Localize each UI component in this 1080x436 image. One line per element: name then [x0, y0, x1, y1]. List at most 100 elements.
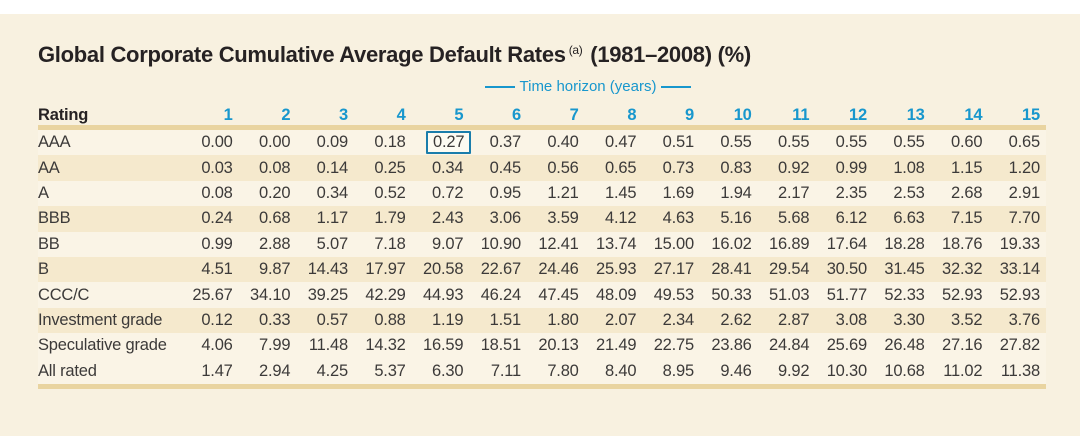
value-cell: 23.86 [711, 336, 752, 355]
value-cell: 1.80 [547, 310, 579, 329]
value-cell: 0.95 [489, 183, 522, 202]
value-cell: 7.15 [951, 209, 983, 228]
value-cell: 9.46 [720, 361, 752, 380]
value-cell: 4.63 [662, 209, 695, 228]
value-cell: 27.82 [999, 336, 1040, 355]
value-cell: 3.76 [1008, 310, 1041, 329]
value-cell: 0.57 [316, 310, 349, 329]
value-cell: 0.18 [374, 133, 406, 152]
value-cell: 21.49 [596, 336, 637, 355]
value-cell: 15.00 [653, 234, 694, 253]
value-cell: 25.67 [192, 285, 233, 304]
value-cell: 8.40 [605, 361, 637, 380]
year-column-header: 2 [281, 106, 291, 124]
value-cell: 2.53 [893, 183, 925, 202]
value-cell: 6.63 [893, 209, 925, 228]
highlighted-value: 0.27 [426, 131, 472, 155]
value-cell: 0.60 [951, 133, 983, 152]
rating-cell: BB [38, 234, 60, 253]
value-cell: 1.15 [951, 158, 983, 177]
year-column-header: 9 [685, 106, 694, 124]
value-cell: 7.70 [1008, 209, 1041, 228]
value-cell: 19.33 [999, 234, 1040, 253]
value-cell: 0.24 [201, 209, 233, 228]
table-exhibit-panel: Global Corporate Cumulative Average Defa… [0, 14, 1080, 436]
value-cell: 0.55 [778, 133, 810, 152]
value-cell: 0.88 [374, 310, 406, 329]
value-cell: 52.93 [942, 285, 983, 304]
value-cell: 10.30 [826, 361, 867, 380]
value-cell: 32.32 [942, 260, 983, 279]
value-cell: 27.17 [653, 260, 694, 279]
value-cell: 24.46 [538, 260, 579, 279]
value-cell: 30.50 [826, 260, 867, 279]
rating-cell: Investment grade [38, 310, 163, 329]
table-row-investment-grade: Investment grade 0.12 0.33 0.57 0.88 1.19 1.51… [38, 307, 1046, 334]
value-cell: 1.17 [316, 209, 349, 228]
value-cell: 0.68 [259, 209, 291, 228]
year-column-header: 3 [339, 106, 348, 124]
value-cell: 0.09 [316, 133, 349, 152]
value-cell: 0.55 [835, 133, 868, 152]
value-cell: 52.33 [884, 285, 925, 304]
year-column-header: 7 [569, 106, 579, 124]
value-cell: 0.37 [489, 133, 522, 152]
value-cell: 25.69 [826, 336, 867, 355]
table-row-all-rated: All rated 1.47 2.94 4.25 5.37 6.30 7.11 7.80 8.4… [38, 358, 1046, 384]
value-cell: 42.29 [365, 285, 406, 304]
year-column-header: 6 [512, 106, 521, 124]
value-cell: 2.91 [1008, 183, 1041, 202]
value-cell: 11.38 [1000, 361, 1040, 380]
table-header-row: Rating 1 2 3 4 5 6 7 8 9 10 11 12 13 14 15 [38, 102, 1046, 125]
value-cell: 27.16 [942, 336, 983, 355]
value-cell: 1.08 [893, 158, 925, 177]
rating-cell: AAA [38, 133, 71, 152]
table-row-aa: AA 0.03 0.08 0.14 0.25 0.34 0.45 0.56 0.65 0.73 0.… [38, 155, 1046, 181]
value-cell: 0.03 [201, 158, 233, 177]
footnote-marker: (a) [568, 42, 583, 57]
value-cell: 6.12 [835, 209, 868, 228]
rating-cell: AA [38, 158, 60, 177]
value-cell: 17.64 [826, 234, 867, 253]
value-cell: 0.12 [201, 310, 233, 329]
value-cell: 0.56 [547, 158, 579, 177]
table-row-ccc-c: CCC/C 25.67 34.10 39.25 42.29 44.93 46.24 47.45… [38, 282, 1046, 308]
value-cell: 0.99 [835, 158, 868, 177]
year-column-header: 4 [396, 106, 406, 124]
value-cell: 16.89 [769, 234, 810, 253]
value-cell: 9.07 [432, 234, 464, 253]
value-cell: 10.68 [884, 361, 925, 380]
value-cell: 1.94 [720, 183, 752, 202]
value-cell: 4.06 [201, 336, 233, 355]
value-cell: 4.51 [201, 260, 233, 279]
value-cell: 8.95 [662, 361, 695, 380]
value-cell: 3.30 [893, 310, 925, 329]
value-cell: 18.51 [480, 336, 521, 355]
value-cell: 6.30 [432, 361, 464, 380]
year-column-header: 8 [627, 106, 637, 124]
default-rates-table: Rating 1 2 3 4 5 6 7 8 9 10 11 12 13 14 15 AAA 0.00 0.00 0… [38, 102, 1046, 389]
value-cell: 2.62 [720, 310, 752, 329]
value-cell: 10.90 [480, 234, 521, 253]
value-cell: 1.21 [547, 183, 579, 202]
page-title: Global Corporate Cumulative Average Defa… [38, 44, 1080, 66]
value-cell: 4.12 [605, 209, 637, 228]
value-cell: 3.06 [489, 209, 522, 228]
value-cell: 7.99 [259, 336, 291, 355]
value-cell: 28.41 [711, 260, 752, 279]
value-cell: 0.99 [201, 234, 233, 253]
value-cell: 44.93 [423, 285, 464, 304]
value-cell: 1.79 [374, 209, 406, 228]
value-cell: 1.19 [432, 310, 464, 329]
value-cell: 0.00 [201, 133, 233, 152]
value-cell: 22.75 [653, 336, 694, 355]
value-cell: 0.47 [605, 133, 637, 152]
value-cell: 0.14 [316, 158, 349, 177]
value-cell: 0.40 [547, 133, 579, 152]
value-cell: 39.25 [307, 285, 348, 304]
value-cell: 26.48 [884, 336, 925, 355]
value-cell: 1.47 [201, 361, 233, 380]
value-cell: 16.02 [711, 234, 752, 253]
value-cell: 20.13 [538, 336, 579, 355]
value-cell: 13.74 [596, 234, 637, 253]
